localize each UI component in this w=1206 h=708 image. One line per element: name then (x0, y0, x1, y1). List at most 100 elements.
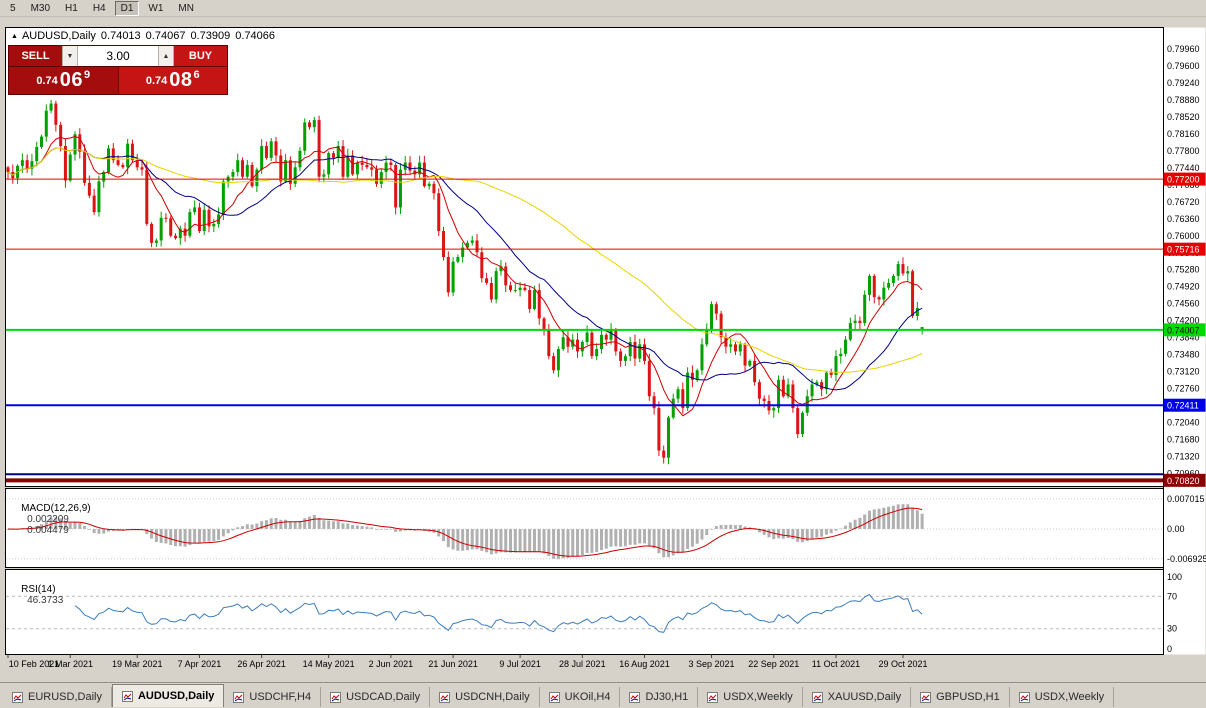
svg-text:0.72760: 0.72760 (1167, 384, 1200, 394)
timeframe-button-w1[interactable]: W1 (148, 2, 164, 14)
svg-text:0.76720: 0.76720 (1167, 197, 1200, 207)
svg-text:0.73120: 0.73120 (1167, 367, 1200, 377)
chart-symbol-period: AUDUSD,Daily (21, 30, 96, 42)
svg-text:0: 0 (1167, 644, 1172, 654)
svg-text:7 Apr 2021: 7 Apr 2021 (178, 659, 222, 669)
svg-text:0.79240: 0.79240 (1167, 78, 1200, 88)
ohlc-open: 0.74013 (100, 30, 141, 42)
volume-input[interactable] (78, 46, 158, 66)
chart-tab-usdchf-h4[interactable]: USDCHF,H4 (224, 687, 322, 707)
one-click-trading-panel: SELL ▼ ▲ BUY 0.74 06 9 0.74 08 6 (8, 45, 228, 95)
horizontal-line-objects[interactable]: 0.77200 0.75716 0.74007 0.72411 0.70820 (6, 172, 1206, 487)
svg-text:0.74007: 0.74007 (1167, 325, 1200, 335)
timeframe-button-h1[interactable]: H1 (65, 2, 78, 14)
svg-text:70: 70 (1167, 591, 1177, 601)
macd-title: MACD(12,26,9) (21, 503, 91, 514)
chart-tab-eurusd-daily[interactable]: EURUSD,Daily (3, 687, 112, 707)
svg-text:0.72411: 0.72411 (1167, 401, 1199, 411)
volume-increase-button[interactable]: ▲ (158, 46, 174, 66)
chart-tab-usdx-weekly[interactable]: USDX,Weekly (698, 687, 803, 707)
svg-text:0.77440: 0.77440 (1167, 163, 1200, 173)
chart-tab-usdcad-daily[interactable]: USDCAD,Daily (321, 687, 431, 707)
ohlc-close: 0.74066 (235, 30, 275, 42)
svg-text:3 Sep 2021: 3 Sep 2021 (689, 659, 735, 669)
svg-text:0.007015: 0.007015 (1167, 494, 1205, 504)
chart-tab-ukoil-h4[interactable]: UKOil,H4 (539, 687, 621, 707)
svg-text:100: 100 (1167, 572, 1182, 582)
macd-signal-value: 0.004479 (27, 525, 69, 536)
chart-tab-icon (548, 691, 560, 703)
sell-price-point: 9 (84, 68, 91, 81)
svg-text:0.75716: 0.75716 (1167, 245, 1200, 255)
svg-text:0.75280: 0.75280 (1167, 265, 1200, 275)
chart-tab-icon (121, 690, 133, 702)
svg-text:14 May 2021: 14 May 2021 (303, 659, 355, 669)
svg-text:0.77800: 0.77800 (1167, 146, 1200, 156)
svg-text:0.74200: 0.74200 (1167, 316, 1200, 326)
svg-text:0.73840: 0.73840 (1167, 333, 1200, 343)
chart-tab-icon (12, 691, 23, 703)
chart-tab-icon (439, 691, 451, 703)
timeframe-button-mn[interactable]: MN (178, 2, 194, 14)
buy-price-button[interactable]: 0.74 08 6 (118, 67, 227, 94)
svg-text:21 Jun 2021: 21 Jun 2021 (428, 659, 478, 669)
svg-text:0.78160: 0.78160 (1167, 129, 1200, 139)
sell-price-prefix: 0.74 (36, 74, 58, 87)
svg-text:22 Sep 2021: 22 Sep 2021 (748, 659, 799, 669)
macd-signal-line (7, 507, 923, 557)
rsi-line (74, 593, 923, 633)
chart-tab-usdcnh-daily[interactable]: USDCNH,Daily (430, 687, 540, 707)
svg-text:0.71680: 0.71680 (1167, 435, 1200, 445)
timeframe-button-h4[interactable]: H4 (92, 2, 106, 14)
svg-text:0.71320: 0.71320 (1167, 452, 1200, 462)
chart-tab-label: USDX,Weekly (1034, 691, 1105, 703)
chevron-down-icon: ▼ (66, 52, 74, 60)
chart-tab-label: USDCAD,Daily (346, 691, 421, 703)
svg-text:1 Mar 2021: 1 Mar 2021 (47, 659, 93, 669)
buy-button[interactable]: BUY (174, 46, 227, 66)
chart-tab-gbpusd-h1[interactable]: GBPUSD,H1 (911, 687, 1010, 707)
ohlc-low: 0.73909 (190, 30, 231, 42)
svg-text:9 Jul 2021: 9 Jul 2021 (499, 659, 541, 669)
chart-tab-icon (920, 691, 932, 703)
chart-tab-icon (330, 691, 342, 703)
sell-price-button[interactable]: 0.74 06 9 (9, 67, 119, 94)
sell-price-pips: 06 (59, 69, 84, 91)
svg-text:0.70960: 0.70960 (1167, 469, 1200, 479)
chart-tab-label: USDCHF,H4 (249, 691, 312, 703)
svg-text:0.78880: 0.78880 (1167, 95, 1200, 105)
chart-tab-icon (629, 691, 641, 703)
buy-price-point: 6 (193, 68, 200, 81)
buy-price-prefix: 0.74 (145, 74, 168, 87)
svg-text:0.73480: 0.73480 (1167, 350, 1200, 360)
macd-main-value: 0.002209 (27, 514, 69, 525)
svg-text:16 Aug 2021: 16 Aug 2021 (619, 659, 670, 669)
chart-collapse-icon[interactable]: ▲ (11, 32, 18, 40)
chart-tab-icon (707, 691, 719, 703)
chart-tab-audusd-daily[interactable]: AUDUSD,Daily (111, 684, 225, 707)
chart-tab-label: UKOil,H4 (564, 691, 611, 703)
sell-button[interactable]: SELL (9, 46, 62, 66)
chart-tab-dj30-h1[interactable]: DJ30,H1 (620, 687, 699, 707)
svg-text:19 Mar 2021: 19 Mar 2021 (112, 659, 163, 669)
buy-price-pips: 08 (169, 69, 193, 91)
rsi-value: 46.3733 (27, 595, 64, 606)
timeframe-button-m30[interactable]: M30 (30, 2, 51, 14)
svg-text:-0.006925: -0.006925 (1167, 554, 1206, 564)
chart-tab-xauusd-daily[interactable]: XAUUSD,Daily (802, 687, 912, 707)
timeframe-button-d1[interactable]: D1 (114, 0, 140, 16)
macd-indicator-label: MACD(12,26,9) 0.002209 0.004479 (10, 492, 91, 547)
svg-text:0.76360: 0.76360 (1167, 214, 1200, 224)
ma-55-line (7, 147, 923, 373)
chart-tab-label: USDX,Weekly (723, 691, 793, 703)
chart-tab-icon (1018, 691, 1030, 703)
timeframe-button-5[interactable]: 5 (10, 2, 16, 14)
chart-tab-label: GBPUSD,H1 (936, 691, 1000, 703)
chart-tab-usdx-weekly-2[interactable]: USDX,Weekly (1009, 687, 1115, 707)
price-axis[interactable] (1163, 27, 1206, 655)
volume-decrease-button[interactable]: ▼ (62, 46, 78, 66)
chart-plot[interactable]: 0.79960 0.79600 0.79240 0.78880 0.78520 0.781… (0, 0, 1206, 680)
chart-tab-label: EURUSD,Daily (28, 691, 102, 703)
